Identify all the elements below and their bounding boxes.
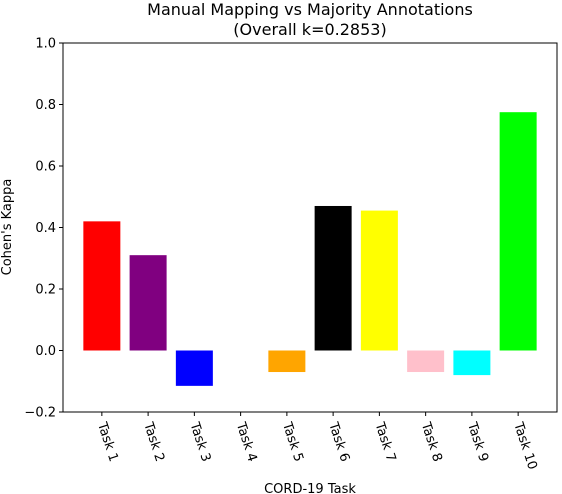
- x-tick-label: Task 3: [186, 420, 213, 464]
- y-tick-label: 0.4: [35, 221, 56, 236]
- x-tick-label: Task 9: [464, 420, 491, 464]
- bar-6: [314, 205, 352, 351]
- bar-1: [83, 221, 121, 351]
- bar-9: [453, 350, 491, 376]
- bar-5: [268, 350, 306, 373]
- x-tick-label: Task 10: [510, 420, 540, 472]
- plot-area: [83, 112, 537, 386]
- x-tick-label: Task 8: [418, 420, 445, 464]
- y-tick-label: −0.2: [24, 406, 56, 421]
- x-axis-label: CORD-19 Task: [264, 482, 356, 494]
- y-tick-label: 0.8: [35, 98, 56, 113]
- bar-2: [129, 255, 167, 351]
- bar-8: [407, 350, 445, 373]
- bar-10: [499, 112, 537, 351]
- x-tick-label: Task 1: [94, 420, 121, 464]
- y-tick-label: 0.0: [35, 344, 56, 359]
- x-tick-label: Task 2: [140, 420, 167, 464]
- bar-3: [175, 350, 213, 386]
- y-axis-label: Cohen's Kappa: [0, 179, 15, 276]
- bar-7: [360, 210, 398, 351]
- y-tick-label: 0.2: [35, 283, 56, 298]
- x-tick-label: Task 5: [279, 420, 306, 464]
- y-tick-label: 0.6: [35, 160, 56, 175]
- chart-subtitle: (Overall k=0.2853): [233, 20, 386, 39]
- x-tick-label: Task 4: [233, 420, 260, 464]
- x-tick-label: Task 6: [325, 420, 352, 464]
- chart-title: Manual Mapping vs Majority Annotations: [147, 0, 473, 19]
- x-tick-label: Task 7: [371, 420, 398, 464]
- x-axis: Task 1 Task 2 Task 3 Task 4 Task 5 Task 6 Task…: [94, 412, 540, 472]
- y-tick-label: 1.0: [35, 37, 56, 52]
- y-axis: −0.2 0.0 0.2 0.4 0.6 0.8 1.0: [24, 37, 63, 421]
